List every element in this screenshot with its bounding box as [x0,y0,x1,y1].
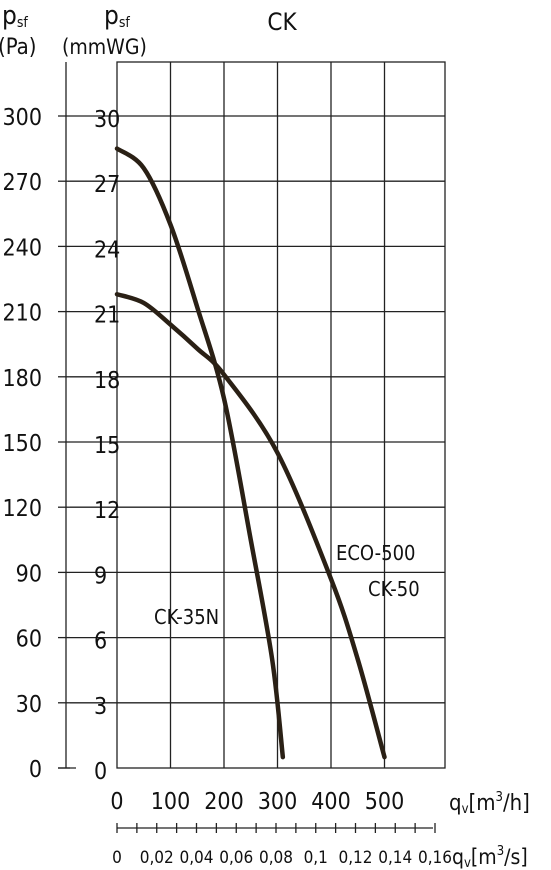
y-tick-label-pa: 90 [16,561,42,587]
plot-frame [116,61,446,769]
y-tick-label-mmwg: 18 [94,368,120,394]
y-tick-label-pa: 300 [3,105,43,131]
x-tick-label-m3h: 400 [311,789,351,815]
y-tick-label-mmwg: 15 [94,433,120,459]
y-axis-pa-unit: (Pa) [0,35,37,60]
x-tick-label-m3s: 0,02 [140,848,174,868]
y-tick-label-mmwg: 30 [94,107,120,133]
y-tick-label-mmwg: 3 [94,694,107,720]
x-axis-m3h-label: qv[m3/h] [449,790,530,817]
label-eco-500: ECO-500 [336,541,415,565]
series-line-ck-35n [114,146,286,760]
y-tick-label-pa: 0 [29,757,42,783]
x-tick-label-m3s: 0,04 [179,848,213,868]
x-tick-label-m3s: 0,06 [219,848,253,868]
y-tick-label-mmwg: 9 [94,563,107,589]
y-tick-label-pa: 30 [16,692,42,718]
x-tick-label-m3h: 0 [110,789,123,815]
y-tick-label-pa: 150 [3,431,43,457]
y-tick-label-pa: 180 [3,366,43,392]
x-tick-label-m3s: 0,14 [378,848,412,868]
y-tick-label-pa: 60 [16,627,42,653]
x-tick-label-m3s: 0,16 [418,848,452,868]
y-axis-mmwg-symbol: psf [104,1,130,31]
label-ck-35n: CK-35N [154,605,219,629]
x-tick-label-m3s: 0,08 [259,848,293,868]
x-axis-m3s-label: qv[m3/s] [452,844,528,870]
y-axis-pa-symbol: psf [2,1,28,31]
y-tick-label-mmwg: 12 [94,498,120,524]
y-tick-label-mmwg: 0 [94,759,107,785]
x-tick-label-m3s: 0,12 [338,848,372,868]
y-tick-label-mmwg: 6 [94,629,107,655]
y-tick-label-pa: 270 [3,170,43,196]
y-tick-label-pa: 240 [3,235,43,261]
series-line-eco-500-ck-50 [114,291,387,760]
x-tick-label-m3h: 300 [258,789,298,815]
y-tick-label-mmwg: 21 [94,303,120,329]
y-tick-label-pa: 210 [3,301,43,327]
curves [114,146,387,760]
y-tick-label-mmwg: 27 [94,172,120,198]
chart-title: CK [267,8,297,36]
y-tick-label-mmwg: 24 [94,237,120,263]
x-tick-label-m3h: 500 [365,789,405,815]
label-ck-50: CK-50 [368,577,420,601]
y-tick-label-pa: 120 [3,496,43,522]
y-axis-mmwg-unit: (mmWG) [62,35,147,59]
x-tick-label-m3s: 0,1 [304,848,328,868]
x-tick-label-m3s: 0 [112,848,122,868]
grid [70,61,446,769]
x-tick-label-m3h: 100 [151,789,191,815]
x-tick-label-m3h: 200 [204,789,244,815]
